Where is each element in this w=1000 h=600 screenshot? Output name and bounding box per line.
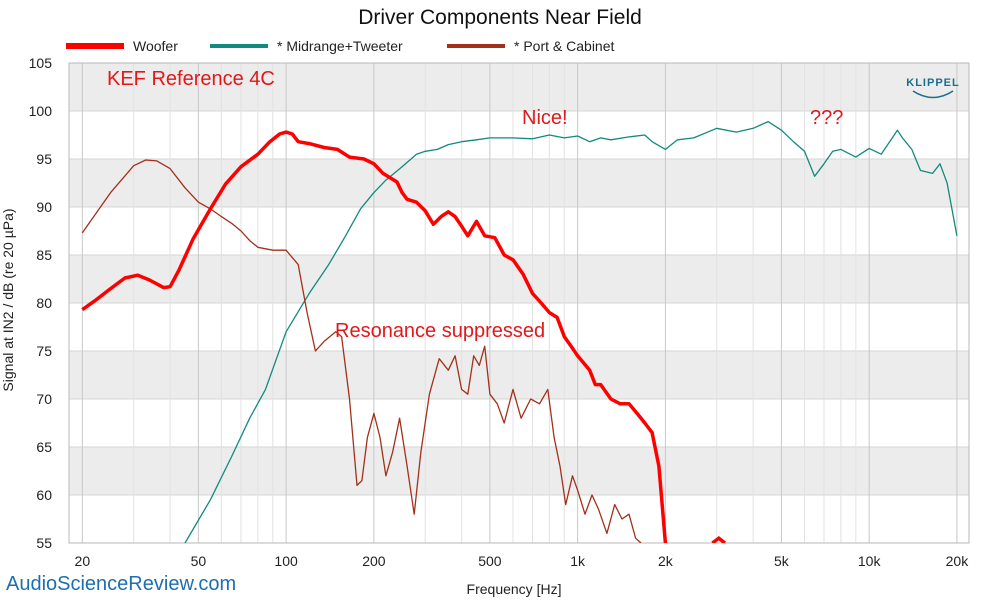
y-tick-label: 90 <box>36 199 52 215</box>
x-axis-label: Frequency [Hz] <box>467 581 562 597</box>
annotation-question: ??? <box>810 107 843 129</box>
x-tick-label: 100 <box>274 553 298 569</box>
y-tick-label: 85 <box>36 247 52 263</box>
watermark: AudioScienceReview.com <box>6 573 236 595</box>
y-tick-label: 105 <box>29 55 53 71</box>
plot-frame <box>68 62 970 544</box>
y-tick-label: 75 <box>36 343 52 359</box>
series-layer <box>81 120 958 543</box>
grid-bands <box>69 63 969 495</box>
annotation-product-name: KEF Reference 4C <box>107 68 275 90</box>
series-line-port-cabinet <box>81 159 642 543</box>
legend: Woofer * Midrange+Tweeter * Port & Cabinet <box>66 38 614 54</box>
series-line-woofer-tail <box>711 535 726 543</box>
chart-title: Driver Components Near Field <box>358 6 642 29</box>
series-line-midrange-tweeter <box>184 120 958 543</box>
annotation-resonance-suppressed: Resonance suppressed <box>335 320 545 342</box>
x-tick-label: 5k <box>774 553 790 569</box>
x-tick-label: 500 <box>478 553 502 569</box>
x-tick-label: 20 <box>75 553 91 569</box>
x-tick-labels: 20 50 100 200 500 1k 2k 5k 10k 20k <box>75 553 970 569</box>
x-tick-label: 10k <box>858 553 882 569</box>
annotation-nice: Nice! <box>522 107 568 129</box>
klippel-logo-arc <box>912 90 954 99</box>
legend-label: * Midrange+Tweeter <box>277 38 403 54</box>
grid-band <box>69 351 969 399</box>
y-tick-label: 55 <box>36 535 52 551</box>
y-tick-label: 100 <box>29 103 53 119</box>
y-axis-label: Signal at IN2 / dB (re 20 µPa) <box>0 208 16 391</box>
grid-band <box>69 255 969 303</box>
x-tick-label: 200 <box>362 553 386 569</box>
x-tick-label: 20k <box>946 553 970 569</box>
grid-band <box>69 63 969 111</box>
legend-label: * Port & Cabinet <box>514 38 614 54</box>
x-tick-label: 2k <box>658 553 674 569</box>
y-tick-label: 65 <box>36 439 52 455</box>
legend-label: Woofer <box>133 38 178 54</box>
x-tick-label: 1k <box>570 553 586 569</box>
grid-band <box>69 447 969 495</box>
y-tick-label: 95 <box>36 151 52 167</box>
y-tick-label: 70 <box>36 391 52 407</box>
klippel-logo: KLIPPEL <box>906 77 959 99</box>
x-tick-label: 50 <box>191 553 207 569</box>
y-tick-label: 60 <box>36 487 52 503</box>
grid-band <box>69 159 969 207</box>
y-tick-label: 80 <box>36 295 52 311</box>
klippel-logo-text: KLIPPEL <box>906 77 959 89</box>
series-line-woofer <box>81 130 668 543</box>
y-tick-labels: 55 60 65 70 75 80 85 90 95 100 105 <box>29 55 53 551</box>
